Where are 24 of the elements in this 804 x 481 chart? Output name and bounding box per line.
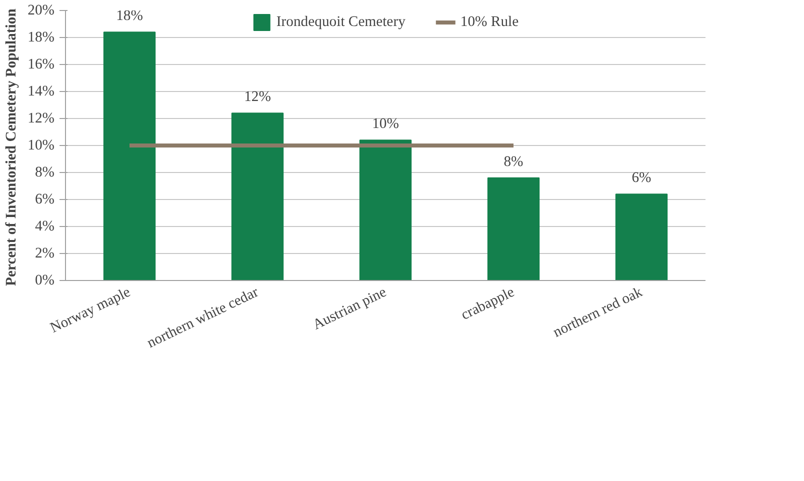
y-tick-label: 8% xyxy=(34,164,55,180)
data-label: 6% xyxy=(632,170,652,186)
data-label: 10% xyxy=(372,116,399,132)
y-tick-label: 2% xyxy=(34,246,55,262)
bar xyxy=(359,140,412,280)
y-tick-label: 6% xyxy=(34,192,55,208)
y-tick-label: 20% xyxy=(28,2,55,18)
y-tick-label: 14% xyxy=(28,84,55,100)
data-label: 12% xyxy=(244,89,271,106)
data-label: 18% xyxy=(116,8,143,24)
y-tick-label: 12% xyxy=(28,110,55,126)
y-tick-label: 0% xyxy=(34,272,55,288)
bar xyxy=(487,177,540,280)
y-axis-title: Percent of Inventoried Cemetery Population xyxy=(4,8,20,286)
y-tick-label: 18% xyxy=(28,30,55,46)
legend-label: Irondequoit Cemetery xyxy=(276,14,406,30)
data-label: 8% xyxy=(504,154,524,170)
legend-label: 10% Rule xyxy=(460,14,519,30)
bar xyxy=(615,194,668,280)
bar xyxy=(231,112,284,280)
y-tick-label: 10% xyxy=(28,138,55,154)
y-tick-label: 16% xyxy=(28,56,55,72)
y-tick-label: 4% xyxy=(34,218,55,234)
bar xyxy=(103,32,156,280)
